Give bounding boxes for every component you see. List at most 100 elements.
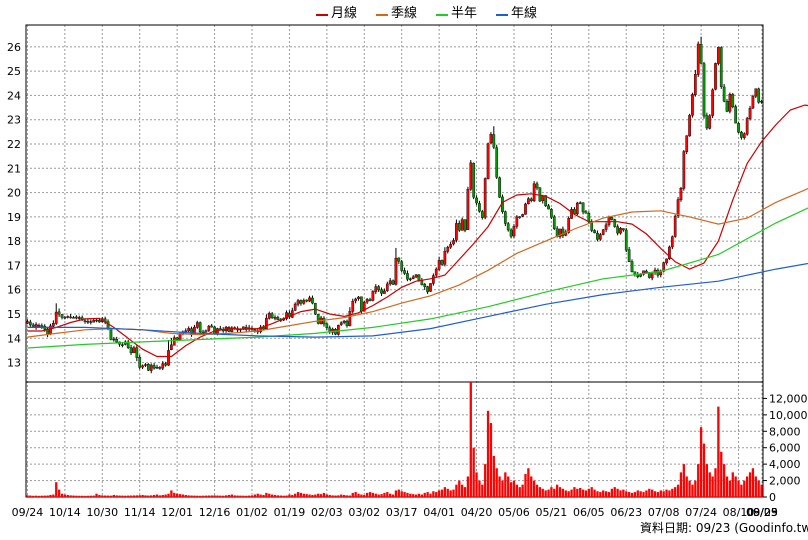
volume-bar [141,494,144,497]
volume-bar [532,480,536,497]
volume-bar [400,491,403,497]
volume-bar [132,495,136,497]
candle-down [210,325,214,328]
volume-bar [651,489,654,497]
volume-bar [196,495,199,497]
volume-bar [619,490,622,497]
volume-bar [593,489,596,497]
volume-bar [403,492,406,497]
volume-bar [40,495,43,497]
volume-bar [653,491,657,497]
volume-bar [443,487,447,497]
volume-bar [564,490,567,497]
volume-bar [512,480,516,497]
candle-down [121,344,124,346]
candle-up [285,312,288,319]
volume-bar [78,495,81,497]
volume-bar [478,480,481,497]
candle-down [702,63,706,117]
volume-bar [515,484,519,497]
volume-bar [239,495,242,497]
x-tick-label: 03/02 [348,506,380,519]
volume-bar [302,493,305,497]
volume-bar [636,490,639,497]
candle-down [622,228,625,231]
candle-down [345,320,349,326]
candle-down [322,318,326,325]
candle-down [725,101,729,112]
volume-bar [570,489,573,497]
candle-up [63,316,67,319]
volume-bar [538,487,542,497]
volume-bar [728,480,732,497]
candle-up [296,300,300,305]
volume-bar [682,464,685,497]
x-tick-label: 05/06 [498,506,530,519]
volume-tick-label: 10,000 [769,409,808,422]
volume-bar [98,494,101,497]
volume-tick-label: 2,000 [769,475,801,488]
candle-down [198,322,202,333]
candle-up [570,209,573,219]
volume-bar [147,495,150,497]
volume-bar [276,495,280,497]
candle-down [472,162,476,198]
volume-bar [437,490,441,497]
candle-up [267,313,271,319]
volume-bar [714,468,717,497]
candle-down [734,106,738,124]
candle-up [308,297,311,302]
volume-bar [674,487,677,497]
candle-down [757,88,761,103]
candle-up [541,195,545,202]
volume-tick-label: 8,000 [769,425,801,438]
candle-up [679,187,683,201]
candle-up [685,135,689,152]
ma-line-季線 [27,187,808,338]
volume-bar [222,495,225,497]
volume-bar [138,495,141,497]
candle-down [299,300,303,304]
candle-up [598,234,602,240]
volume-bar [584,490,588,497]
candle-up [385,283,389,291]
volume-bar [527,468,530,497]
candle-down [227,327,231,332]
candle-down [316,314,320,324]
volume-tick-label: 0 [769,491,776,504]
candle-up [601,229,605,235]
volume-bar [173,492,176,497]
candle-up [342,320,346,323]
volume-bar [622,489,625,497]
volume-bar [101,495,104,497]
volume-bar [691,484,694,497]
candle-down [28,321,32,326]
volume-bar [129,495,133,497]
x-tick-label: 08/10 [723,506,755,519]
volume-bar [743,480,746,497]
volume-bar [86,495,90,497]
candle-up [711,89,714,116]
candle-up [432,275,435,284]
x-tick-label: 04/20 [461,506,493,519]
volume-bar [83,495,87,497]
candle-down [138,357,142,368]
candle-up [66,316,70,318]
volume-bar [201,495,205,497]
volume-bar [80,495,84,497]
volume-bar [291,494,294,497]
candle-up [668,246,671,260]
price-tick-label: 18 [7,235,21,248]
volume-bar [112,494,115,497]
volume-bar [423,492,426,497]
candle-up [204,330,208,333]
candle-down [627,249,631,262]
volume-bar [665,489,668,497]
volume-bar [210,495,213,497]
candle-down [475,197,478,204]
x-tick-label: 07/08 [648,506,680,519]
volume-bar [530,476,533,497]
candle-up [532,183,536,202]
candle-up [273,317,277,319]
